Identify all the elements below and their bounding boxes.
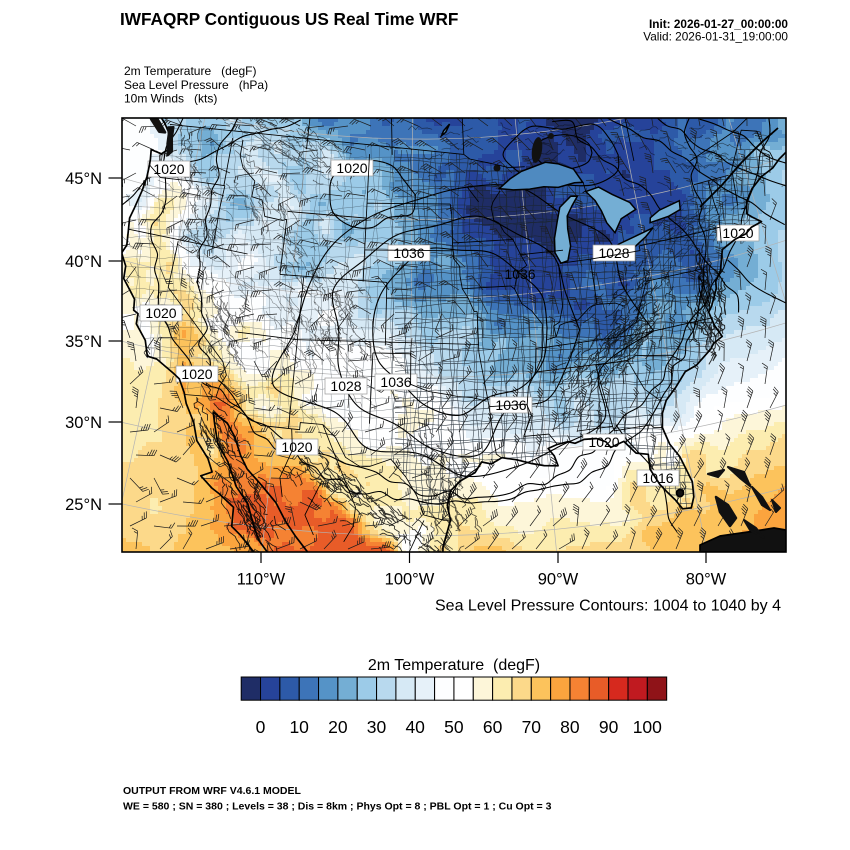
svg-text:90: 90 bbox=[599, 717, 619, 737]
svg-text:1020: 1020 bbox=[722, 225, 753, 241]
svg-text:IWFAQRP Contiguous US Real Tim: IWFAQRP Contiguous US Real Time WRF bbox=[120, 9, 458, 29]
svg-text:2m Temperature (degF): 2m Temperature (degF) bbox=[368, 657, 540, 674]
svg-text:1028: 1028 bbox=[598, 245, 629, 261]
svg-text:10: 10 bbox=[289, 717, 309, 737]
svg-text:1036: 1036 bbox=[393, 245, 424, 261]
svg-text:OUTPUT FROM WRF V4.6.1 MODEL: OUTPUT FROM WRF V4.6.1 MODEL bbox=[123, 785, 302, 797]
svg-text:20: 20 bbox=[328, 717, 348, 737]
svg-text:Sea Level Pressure Contours: 1: Sea Level Pressure Contours: 1004 to 104… bbox=[435, 598, 781, 615]
svg-text:100°W: 100°W bbox=[385, 571, 435, 589]
svg-text:110°W: 110°W bbox=[237, 571, 286, 589]
svg-text:80: 80 bbox=[560, 717, 580, 737]
svg-text:0: 0 bbox=[256, 717, 266, 737]
svg-text:2m Temperature (degF): 2m Temperature (degF) bbox=[124, 64, 257, 78]
svg-text:WE = 580 ; SN = 380 ; Levels =: WE = 580 ; SN = 380 ; Levels = 38 ; Dis … bbox=[123, 801, 552, 813]
svg-text:Valid: 2026-01-31_19:00:00: Valid: 2026-01-31_19:00:00 bbox=[643, 30, 788, 44]
svg-text:1020: 1020 bbox=[153, 161, 184, 177]
svg-text:35°N: 35°N bbox=[65, 333, 102, 351]
svg-text:90°W: 90°W bbox=[538, 571, 579, 589]
svg-text:1036: 1036 bbox=[504, 266, 535, 282]
svg-text:70: 70 bbox=[522, 717, 542, 737]
svg-text:30: 30 bbox=[367, 717, 387, 737]
svg-text:10m Winds (kts): 10m Winds (kts) bbox=[124, 92, 217, 106]
svg-text:1020: 1020 bbox=[281, 439, 312, 455]
svg-text:1020: 1020 bbox=[336, 160, 367, 176]
svg-text:80°W: 80°W bbox=[686, 571, 727, 589]
svg-text:40: 40 bbox=[405, 717, 425, 737]
svg-text:40°N: 40°N bbox=[65, 253, 102, 271]
svg-text:25°N: 25°N bbox=[65, 496, 102, 514]
svg-text:1028: 1028 bbox=[330, 378, 361, 394]
svg-text:30°N: 30°N bbox=[65, 414, 102, 432]
svg-text:60: 60 bbox=[483, 717, 503, 737]
svg-text:1020: 1020 bbox=[145, 305, 176, 321]
svg-text:1020: 1020 bbox=[181, 366, 212, 382]
svg-text:1036: 1036 bbox=[380, 374, 411, 390]
svg-text:Init: 2026-01-27_00:00:00: Init: 2026-01-27_00:00:00 bbox=[649, 17, 788, 31]
svg-text:100: 100 bbox=[633, 717, 662, 737]
svg-text:Sea Level Pressure (hPa): Sea Level Pressure (hPa) bbox=[124, 78, 268, 92]
svg-text:50: 50 bbox=[444, 717, 464, 737]
svg-text:1016: 1016 bbox=[642, 470, 673, 486]
svg-text:45°N: 45°N bbox=[65, 170, 102, 188]
